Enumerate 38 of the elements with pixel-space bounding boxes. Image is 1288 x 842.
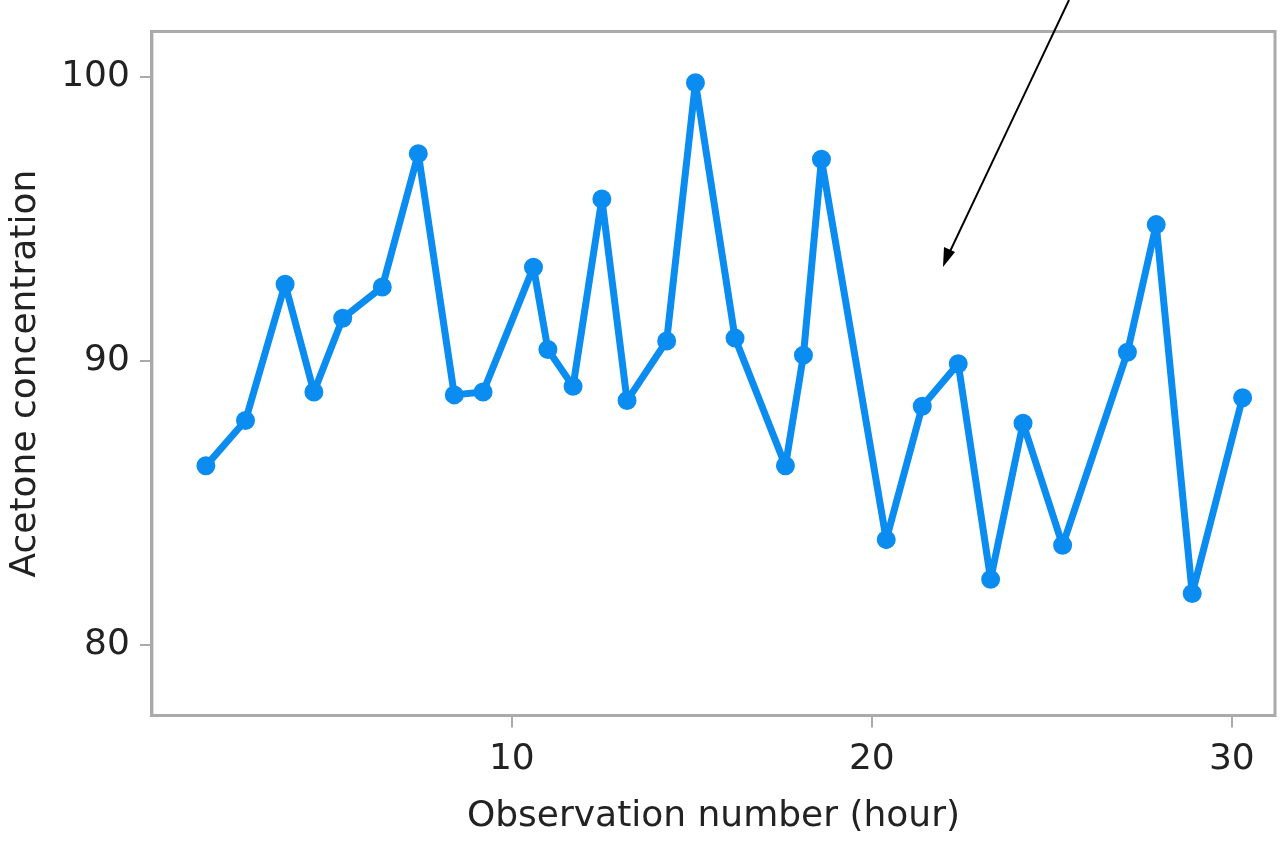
x-tick-label: 30 bbox=[1208, 735, 1255, 777]
point bbox=[775, 456, 795, 476]
point bbox=[1182, 584, 1202, 604]
point bbox=[1233, 388, 1253, 408]
point bbox=[1117, 342, 1137, 362]
y-tick-label: 100 bbox=[61, 53, 130, 95]
point bbox=[592, 189, 612, 209]
point bbox=[981, 569, 1001, 589]
point bbox=[912, 396, 932, 416]
point bbox=[657, 331, 677, 351]
point bbox=[523, 257, 543, 277]
point bbox=[617, 391, 637, 411]
y-axis-title: Acetone concentration bbox=[1, 169, 43, 578]
point bbox=[473, 382, 493, 402]
point bbox=[408, 144, 428, 164]
point bbox=[1053, 535, 1073, 555]
point bbox=[563, 376, 583, 396]
point bbox=[304, 382, 324, 402]
x-tick-label: 10 bbox=[488, 735, 535, 777]
x-tick-label: 20 bbox=[848, 735, 895, 777]
point bbox=[793, 345, 813, 365]
point bbox=[538, 339, 558, 359]
point bbox=[333, 308, 353, 328]
point bbox=[372, 277, 392, 297]
point bbox=[811, 149, 831, 169]
point bbox=[236, 410, 255, 430]
point bbox=[444, 385, 464, 405]
point bbox=[1013, 413, 1033, 433]
point bbox=[275, 274, 295, 294]
point bbox=[948, 354, 968, 374]
point bbox=[196, 456, 216, 476]
y-tick-label: 80 bbox=[84, 621, 130, 663]
point bbox=[685, 73, 705, 93]
point bbox=[1146, 215, 1166, 235]
x-axis-title: Observation number (hour) bbox=[466, 792, 961, 834]
y-tick-label: 90 bbox=[84, 337, 130, 379]
point bbox=[876, 530, 896, 550]
point bbox=[725, 328, 745, 348]
